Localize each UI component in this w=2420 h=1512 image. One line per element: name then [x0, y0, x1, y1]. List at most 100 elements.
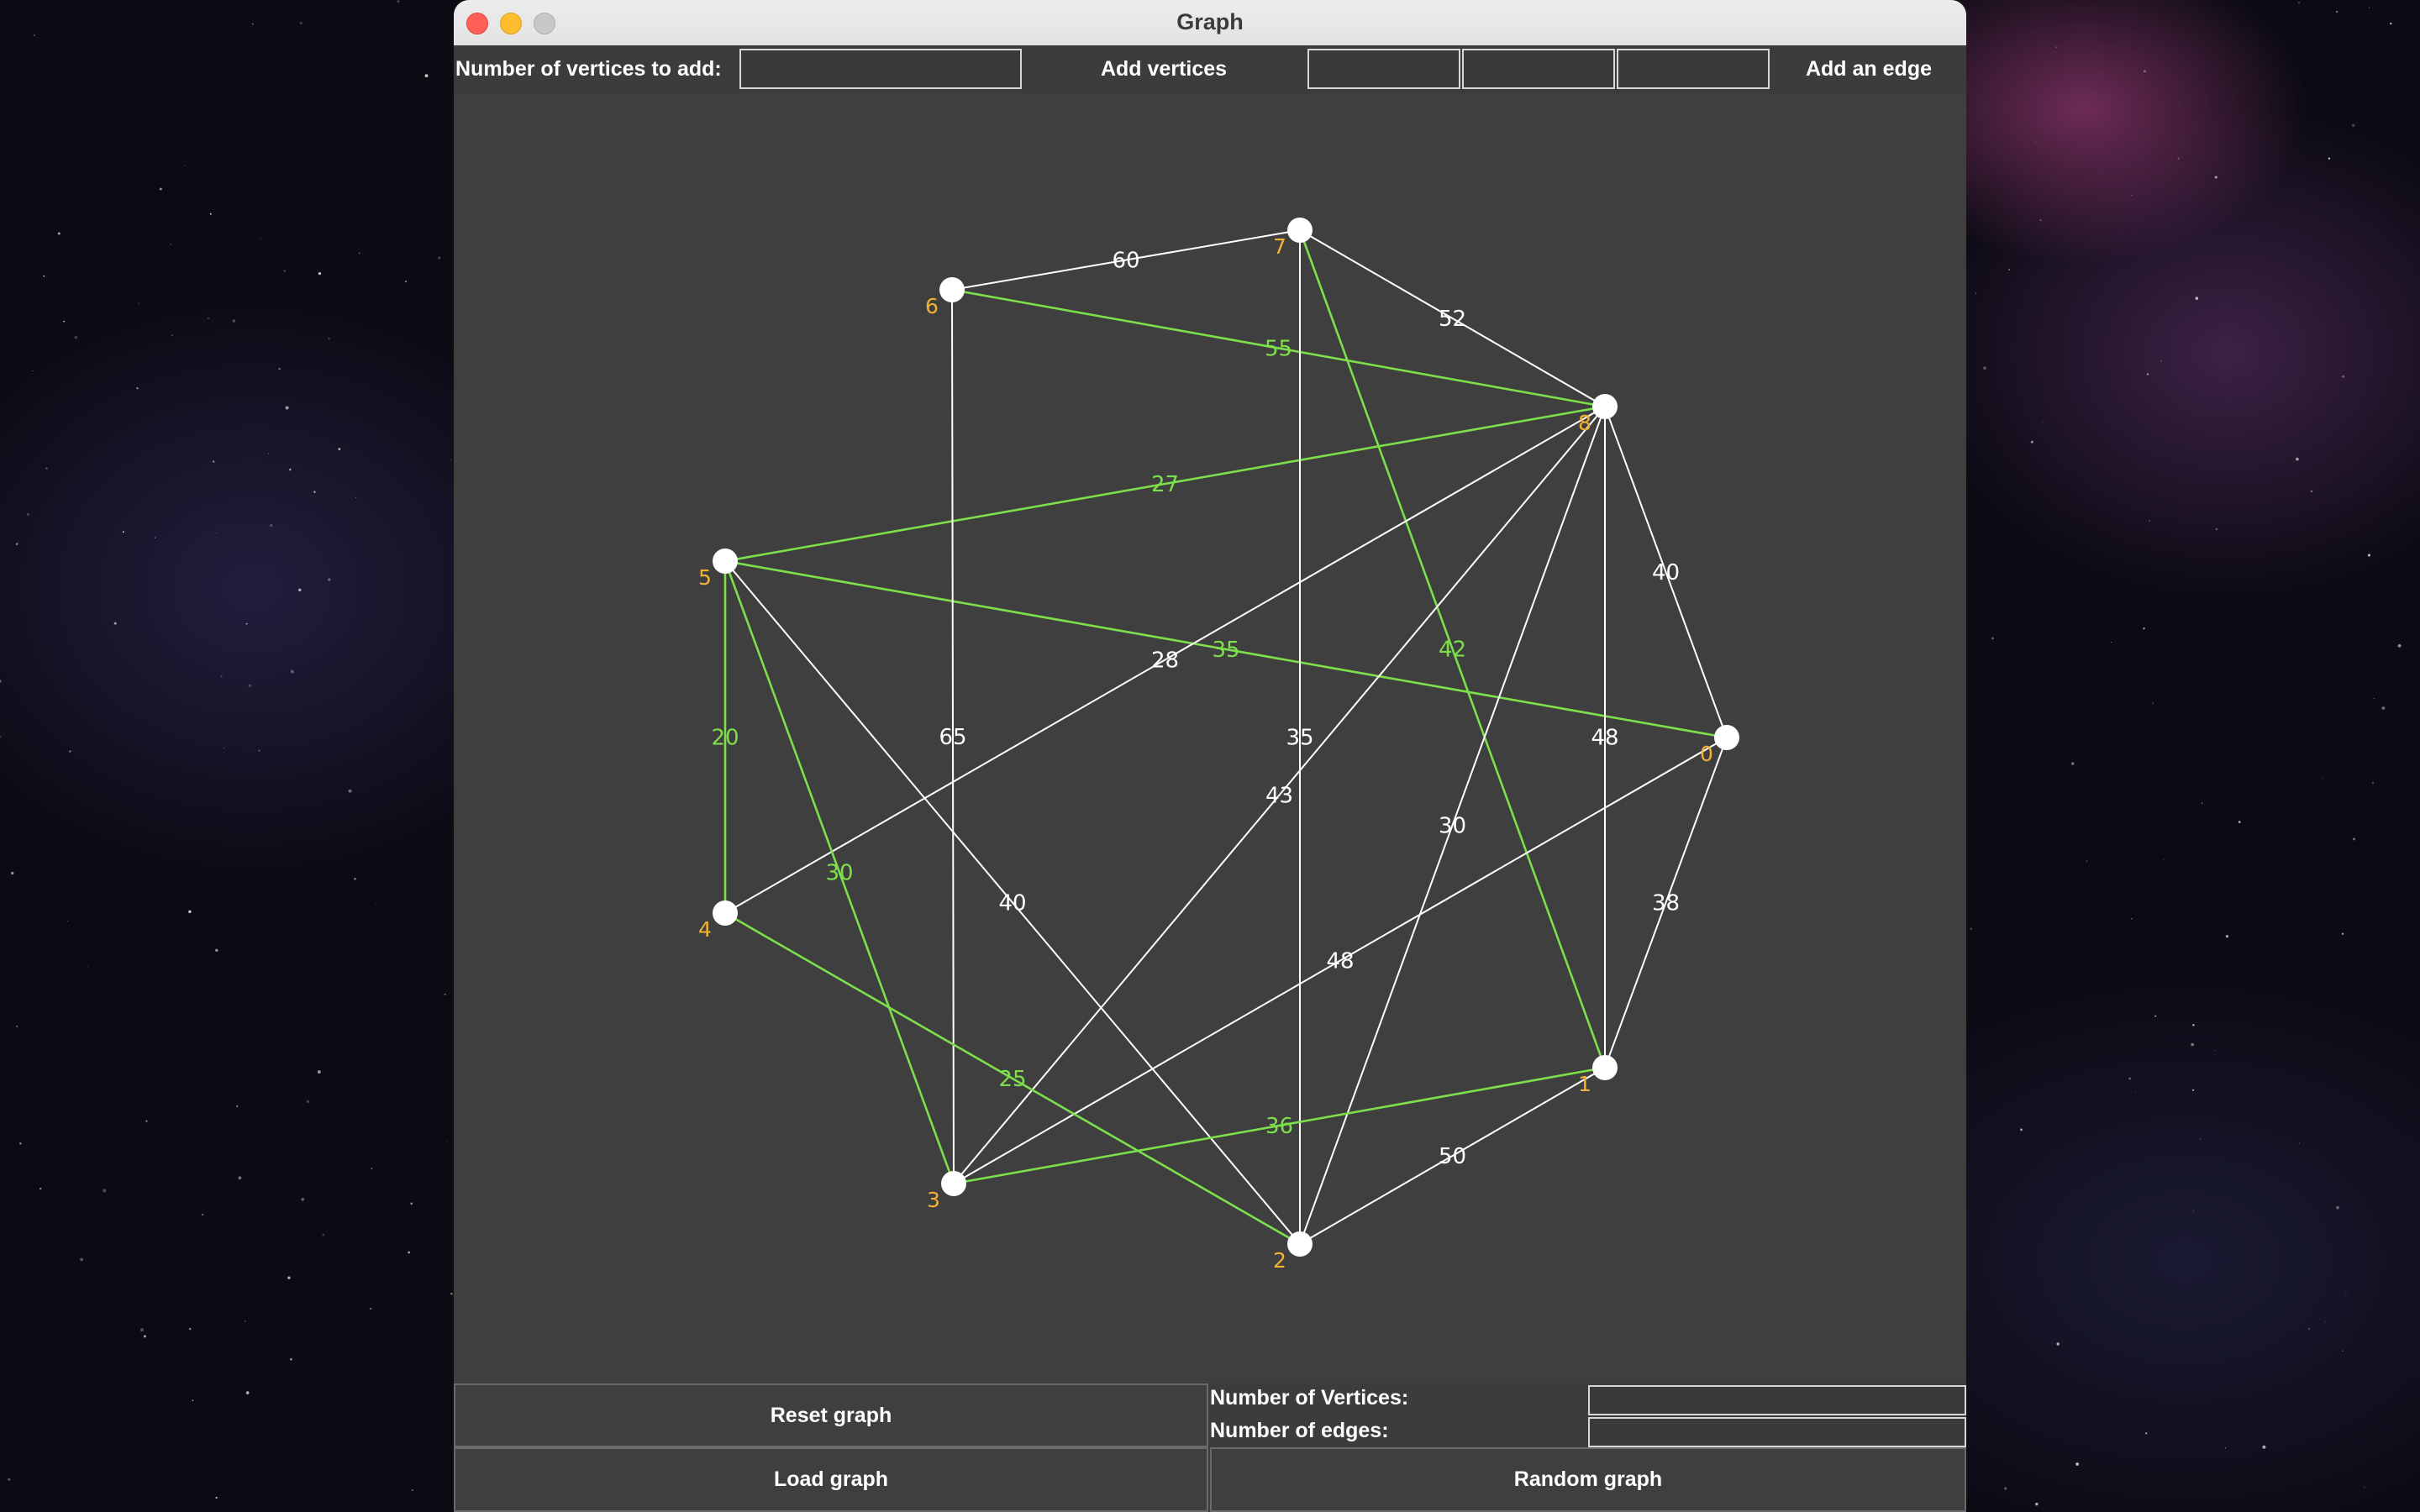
star [306, 1100, 310, 1104]
edge-weight-input[interactable] [1617, 49, 1770, 89]
star [2143, 70, 2146, 73]
edge-from-input[interactable] [1307, 49, 1460, 89]
star [17, 292, 18, 294]
graph-vertex-4[interactable] [713, 900, 738, 926]
vertices-to-add-input[interactable] [739, 49, 1022, 89]
star [154, 537, 156, 538]
graph-vertex-8[interactable] [1592, 394, 1618, 419]
graph-edge-3-1 [953, 1066, 1606, 1185]
star [26, 512, 30, 516]
star [2321, 777, 2323, 779]
star [408, 1251, 410, 1254]
star [289, 469, 292, 471]
zoom-window-button[interactable] [534, 13, 555, 34]
add-edge-button[interactable]: Add an edge [1771, 47, 1966, 91]
star [2296, 457, 2299, 461]
star [313, 491, 316, 493]
minimize-window-button[interactable] [500, 13, 522, 34]
star [188, 1327, 192, 1331]
graph-edge-2-1 [1299, 1067, 1606, 1245]
graph-vertex-5[interactable] [713, 549, 738, 574]
star [2298, 2, 2300, 4]
star [244, 1320, 246, 1322]
star [2214, 176, 2217, 179]
star [32, 370, 34, 372]
graph-edge-5-0 [724, 559, 1728, 739]
star [2307, 1327, 2310, 1330]
edge-weight-label: 65 [939, 725, 966, 750]
star [2215, 528, 2218, 531]
star [143, 1335, 146, 1338]
graph-edge-0-1 [1604, 737, 1728, 1068]
graph-edge-4-2 [724, 911, 1301, 1246]
star [1983, 366, 1986, 370]
star [348, 789, 352, 793]
star [450, 1293, 453, 1295]
star [74, 335, 78, 339]
star [103, 1189, 107, 1193]
star [322, 1233, 325, 1236]
star [2152, 702, 2154, 705]
star [355, 496, 357, 498]
edge-weight-label: 27 [1151, 472, 1179, 497]
edge-to-input[interactable] [1462, 49, 1615, 89]
edge-weight-label: 50 [1439, 1144, 1466, 1169]
edge-weight-label: 20 [711, 726, 739, 751]
edge-weight-label: 35 [1212, 638, 1239, 663]
star [138, 302, 139, 304]
star [2364, 1486, 2365, 1488]
random-graph-button[interactable]: Random graph [1210, 1447, 1966, 1512]
load-graph-button[interactable]: Load graph [454, 1447, 1208, 1512]
star [1975, 292, 1976, 294]
star [424, 74, 429, 77]
vertex-id-label: 3 [927, 1188, 940, 1212]
star [122, 531, 124, 533]
star [87, 965, 88, 967]
star [215, 948, 218, 953]
reset-graph-button[interactable]: Reset graph [454, 1383, 1208, 1447]
star [2131, 195, 2133, 197]
star [289, 1357, 292, 1361]
star [171, 334, 173, 336]
star [2201, 802, 2203, 804]
star [301, 1197, 305, 1201]
star [2238, 821, 2241, 823]
graph-vertex-6[interactable] [939, 277, 965, 302]
graph-vertex-3[interactable] [941, 1171, 966, 1196]
star [354, 878, 356, 880]
graph-vertex-7[interactable] [1287, 218, 1313, 243]
star [202, 1213, 204, 1215]
star [2298, 1142, 2301, 1144]
star [404, 280, 408, 283]
star [183, 165, 186, 166]
star [2342, 1350, 2344, 1352]
star [2342, 375, 2345, 378]
close-window-button[interactable] [466, 13, 488, 34]
graph-vertex-1[interactable] [1592, 1055, 1618, 1080]
vertex-id-label: 6 [925, 294, 939, 318]
star [290, 669, 294, 674]
edge-weight-label: 48 [1591, 726, 1618, 751]
star [2056, 1342, 2060, 1346]
star [2055, 46, 2057, 48]
star [2225, 1447, 2227, 1449]
star [2154, 1015, 2157, 1017]
edge-weight-label: 52 [1439, 307, 1466, 332]
bottom-panel: Reset graph Number of Vertices: Number o… [454, 1383, 1966, 1512]
graph-edge-2-8 [1299, 406, 1606, 1245]
graph-edge-6-8 [951, 288, 1606, 408]
star [258, 749, 260, 752]
graph-vertex-2[interactable] [1287, 1231, 1313, 1257]
star [283, 270, 286, 272]
add-vertices-button[interactable]: Add vertices [1023, 47, 1304, 91]
star [0, 735, 2, 738]
star [2328, 157, 2331, 160]
graph-edge-7-8 [1299, 229, 1606, 407]
star [2143, 627, 2145, 630]
star [318, 271, 322, 276]
star [2390, 22, 2392, 25]
graph-vertex-0[interactable] [1714, 725, 1739, 750]
star [2192, 1024, 2195, 1026]
star [238, 1176, 242, 1180]
